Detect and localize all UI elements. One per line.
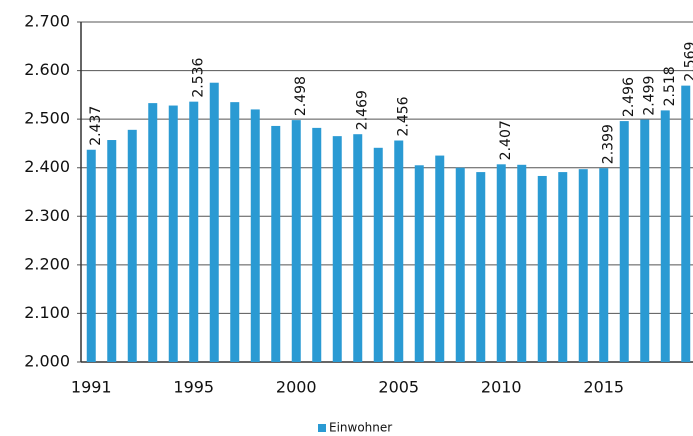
- y-tick-label: 2.300: [24, 206, 70, 225]
- data-label: 2.499: [642, 76, 658, 116]
- y-tick-label: 2.500: [24, 109, 70, 128]
- bar: [373, 147, 383, 362]
- x-tick-label: 1995: [173, 378, 214, 397]
- x-tick-label: 2015: [583, 378, 624, 397]
- bar: [681, 85, 691, 362]
- x-tick-label: 2005: [378, 378, 419, 397]
- bar: [168, 105, 178, 363]
- bar: [476, 172, 486, 362]
- bar: [332, 136, 342, 362]
- legend-label: Einwohner: [329, 421, 392, 435]
- bar: [496, 164, 506, 362]
- bar: [148, 103, 158, 362]
- data-label: 2.518: [662, 66, 678, 106]
- bar: [619, 121, 629, 362]
- data-label: 2.469: [355, 90, 371, 130]
- y-tick-label: 2.700: [24, 12, 70, 31]
- bar: [640, 119, 650, 362]
- bar: [127, 129, 137, 362]
- y-tick-label: 2.200: [24, 254, 70, 273]
- bar: [537, 175, 547, 362]
- legend-swatch: [318, 424, 326, 432]
- bar: [558, 172, 568, 362]
- bar: [455, 167, 465, 362]
- y-tick-label: 2.600: [24, 60, 70, 79]
- y-tick-label: 2.000: [24, 352, 70, 371]
- data-label: 2.496: [621, 77, 637, 117]
- bar: [86, 149, 96, 362]
- bar: [435, 155, 445, 362]
- bar: [517, 164, 527, 362]
- y-tick-label: 2.100: [24, 303, 70, 322]
- bar: [394, 140, 404, 362]
- data-label: 2.569: [683, 42, 693, 82]
- bar: [230, 102, 240, 363]
- data-label: 2.407: [498, 120, 514, 160]
- x-tick-label: 2000: [276, 378, 317, 397]
- x-tick-label: 1991: [71, 378, 112, 397]
- bar: [660, 110, 670, 363]
- y-tick-label: 2.400: [24, 157, 70, 176]
- data-label: 2.399: [601, 124, 617, 164]
- bar: [312, 127, 322, 362]
- bar: [271, 125, 281, 362]
- bar: [599, 168, 609, 362]
- data-label: 2.498: [293, 76, 309, 116]
- data-label: 2.536: [191, 57, 207, 97]
- bar: [250, 109, 260, 362]
- bar: [414, 165, 424, 362]
- bar: [209, 82, 219, 362]
- bar: [291, 120, 301, 362]
- bar: [353, 134, 363, 362]
- bar: [578, 169, 588, 362]
- data-label: 2.437: [88, 106, 104, 146]
- data-label: 2.456: [396, 96, 412, 136]
- x-tick-label: 2010: [481, 378, 522, 397]
- bar: [107, 140, 117, 362]
- bar: [189, 101, 199, 363]
